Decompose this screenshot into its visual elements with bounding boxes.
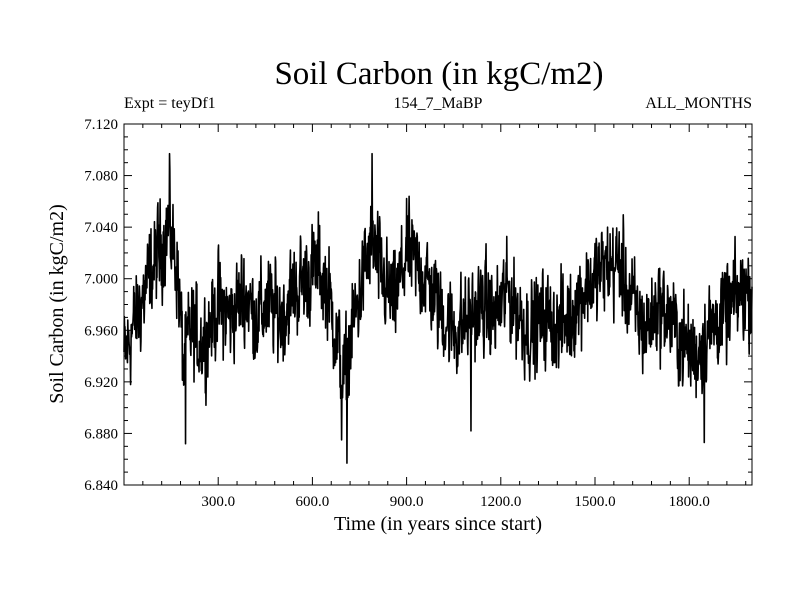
- y-tick-label: 6.840: [84, 478, 118, 494]
- period-label: 154_7_MaBP: [394, 95, 483, 112]
- series-layer: [123, 152, 753, 464]
- x-tick-label: 1500.0: [574, 494, 615, 510]
- plot-frame: [123, 123, 753, 486]
- x-tick-label: 1800.0: [669, 494, 710, 510]
- months-label: ALL_MONTHS: [645, 95, 752, 112]
- y-tick-label: 7.120: [84, 117, 118, 133]
- y-axis-label: Soil Carbon (in kgC/m2): [46, 204, 68, 403]
- x-tick-label: 300.0: [201, 494, 235, 510]
- y-tick-label: 6.960: [84, 323, 118, 339]
- x-tick-label: 900.0: [390, 494, 424, 510]
- y-tick-label: 6.880: [84, 426, 118, 442]
- x-axis-label: Time (in years since start): [334, 513, 542, 535]
- series-line: [123, 152, 753, 464]
- y-tick-label: 7.000: [84, 272, 118, 288]
- chart-title: Soil Carbon (in kgC/m2): [274, 56, 603, 92]
- y-tick-label: 7.080: [84, 169, 118, 185]
- ticks-layer: 300.0 600.0 900.0 1200.0 1500.0 1800.0 6.840 6.…: [84, 117, 752, 510]
- x-tick-label: 1200.0: [480, 494, 521, 510]
- x-tick-label: 600.0: [296, 494, 330, 510]
- y-tick-label: 7.040: [84, 220, 118, 236]
- experiment-label: Expt = teyDf1: [124, 95, 216, 112]
- y-tick-label: 6.920: [84, 375, 118, 391]
